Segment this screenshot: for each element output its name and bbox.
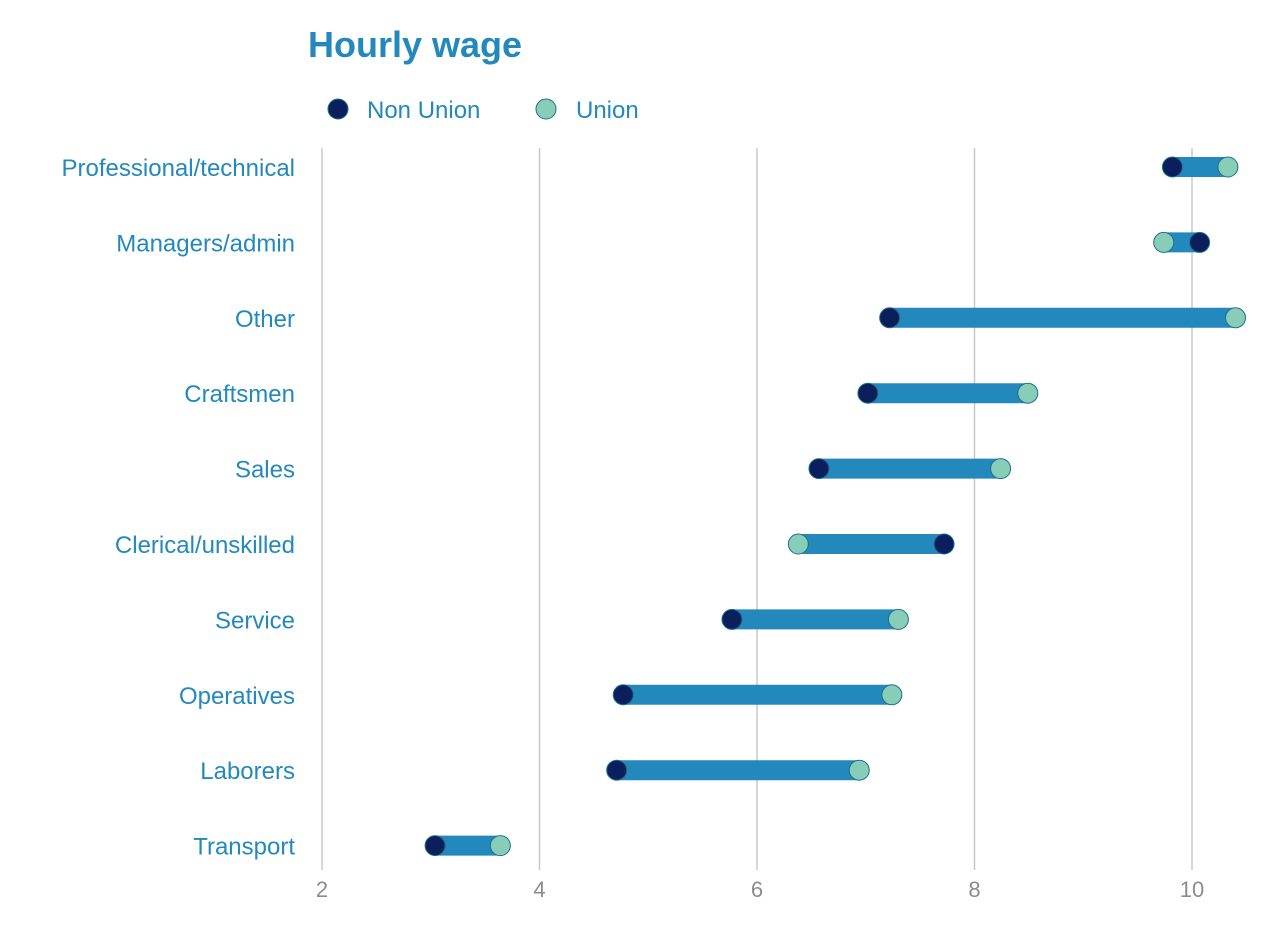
point-union: [1217, 156, 1239, 178]
category-label: Managers/admin: [116, 230, 295, 257]
point-non-union: [1161, 156, 1183, 178]
category-label: Professional/technical: [62, 155, 295, 182]
x-axis-tick-labels: 2 4 6 8 10: [316, 877, 1204, 902]
legend-marker-non-union: [327, 98, 349, 120]
x-tick-label: 10: [1180, 877, 1204, 902]
range-bars: [425, 157, 1246, 856]
point-non-union: [808, 458, 830, 480]
category-label: Operatives: [179, 683, 295, 710]
category-label: Laborers: [200, 758, 295, 785]
category-label: Service: [215, 607, 295, 634]
point-union: [990, 458, 1012, 480]
point-union: [881, 684, 903, 706]
x-tick-label: 8: [968, 877, 980, 902]
data-points: [424, 156, 1246, 857]
point-non-union: [424, 835, 446, 857]
category-label: Transport: [193, 834, 295, 861]
point-non-union: [879, 307, 901, 329]
category-label: Craftsmen: [184, 381, 295, 408]
x-gridlines: [321, 148, 1193, 870]
point-non-union: [721, 608, 743, 630]
legend-label-non-union: Non Union: [367, 97, 480, 124]
point-union: [489, 835, 511, 857]
point-non-union: [933, 533, 955, 555]
point-non-union: [1189, 231, 1211, 253]
point-union: [1153, 231, 1175, 253]
point-union: [787, 533, 809, 555]
point-union: [1225, 307, 1246, 329]
point-non-union: [606, 759, 628, 781]
point-non-union: [857, 382, 879, 404]
x-tick-label: 2: [316, 877, 328, 902]
point-union: [1017, 382, 1039, 404]
category-label: Sales: [235, 457, 295, 484]
point-union: [887, 608, 909, 630]
category-labels: Professional/technical Managers/admin Othe…: [62, 155, 296, 861]
category-label: Clerical/unskilled: [115, 532, 295, 559]
legend: Non Union Union: [327, 97, 639, 124]
category-label: Other: [235, 306, 295, 333]
x-tick-label: 4: [533, 877, 545, 902]
point-non-union: [612, 684, 634, 706]
chart-title: Hourly wage: [308, 24, 522, 65]
x-tick-label: 6: [751, 877, 763, 902]
legend-label-union: Union: [576, 97, 639, 124]
legend-marker-union: [535, 98, 557, 120]
point-union: [848, 759, 870, 781]
